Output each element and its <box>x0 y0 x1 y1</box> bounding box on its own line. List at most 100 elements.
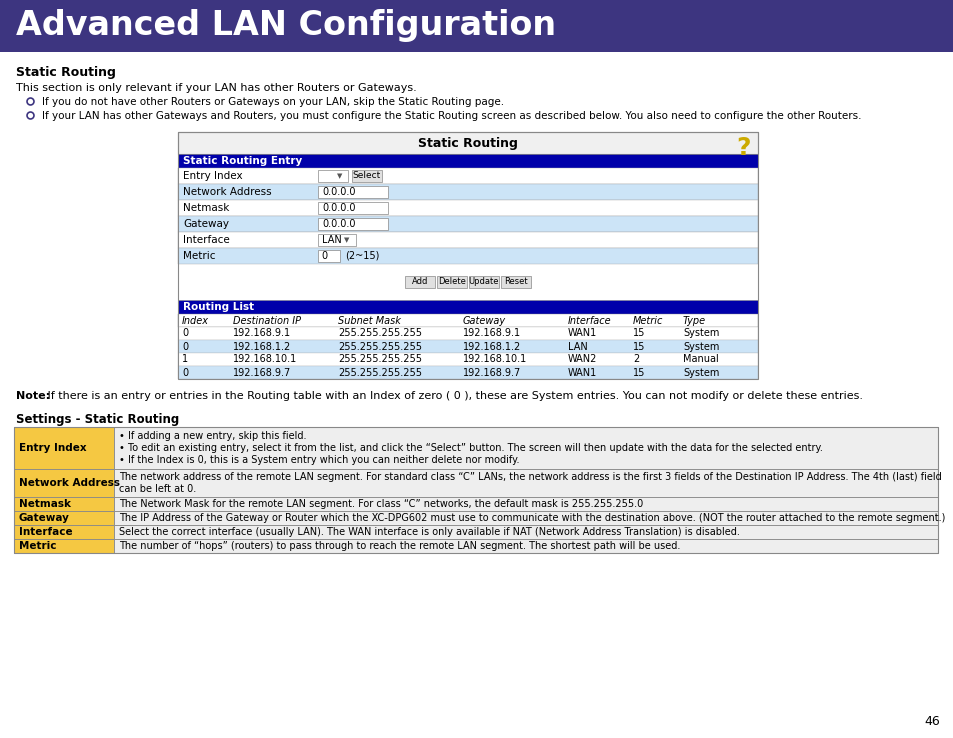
FancyBboxPatch shape <box>317 234 355 246</box>
Text: Gateway: Gateway <box>19 513 70 523</box>
Text: Reset: Reset <box>503 277 527 286</box>
Text: System: System <box>682 342 719 351</box>
FancyBboxPatch shape <box>113 525 937 539</box>
FancyBboxPatch shape <box>178 168 758 184</box>
FancyBboxPatch shape <box>178 154 758 168</box>
Text: Gateway: Gateway <box>462 316 506 325</box>
Text: 192.168.1.2: 192.168.1.2 <box>462 342 520 351</box>
FancyBboxPatch shape <box>14 539 113 553</box>
FancyBboxPatch shape <box>178 353 758 366</box>
Text: (2~15): (2~15) <box>345 251 379 261</box>
Text: Static Routing Entry: Static Routing Entry <box>183 156 302 166</box>
Text: Metric: Metric <box>183 251 215 261</box>
Text: 0: 0 <box>182 368 188 378</box>
FancyBboxPatch shape <box>113 539 937 553</box>
FancyBboxPatch shape <box>178 300 758 314</box>
Text: Network Address: Network Address <box>183 187 272 197</box>
Text: ▼: ▼ <box>344 237 350 243</box>
FancyBboxPatch shape <box>317 170 348 182</box>
FancyBboxPatch shape <box>317 218 388 230</box>
Text: 192.168.9.1: 192.168.9.1 <box>233 328 291 339</box>
Text: Add: Add <box>412 277 428 286</box>
Text: Network Address: Network Address <box>19 478 120 488</box>
Text: 0.0.0.0: 0.0.0.0 <box>322 203 355 213</box>
FancyBboxPatch shape <box>113 469 937 497</box>
FancyBboxPatch shape <box>14 427 113 469</box>
Text: 255.255.255.255: 255.255.255.255 <box>337 342 421 351</box>
Text: The number of “hops” (routers) to pass through to reach the remote LAN segment. : The number of “hops” (routers) to pass t… <box>119 541 679 551</box>
FancyBboxPatch shape <box>178 366 758 379</box>
Text: Interface: Interface <box>567 316 611 325</box>
Text: 0: 0 <box>320 251 327 261</box>
Text: Delete: Delete <box>437 277 465 286</box>
Text: Netmask: Netmask <box>183 203 229 213</box>
Text: 192.168.9.7: 192.168.9.7 <box>233 368 291 378</box>
Text: Entry Index: Entry Index <box>19 443 87 453</box>
FancyBboxPatch shape <box>178 184 758 200</box>
FancyBboxPatch shape <box>0 0 953 52</box>
Text: If your LAN has other Gateways and Routers, you must configure the Static Routin: If your LAN has other Gateways and Route… <box>42 111 861 121</box>
Text: 192.168.9.7: 192.168.9.7 <box>462 368 520 378</box>
FancyBboxPatch shape <box>14 497 113 511</box>
Text: If there is an entry or entries in the Routing table with an Index of zero ( 0 ): If there is an entry or entries in the R… <box>44 391 862 401</box>
FancyBboxPatch shape <box>317 250 339 262</box>
Text: Interface: Interface <box>183 235 230 245</box>
FancyBboxPatch shape <box>469 276 498 288</box>
FancyBboxPatch shape <box>113 497 937 511</box>
Text: Select: Select <box>353 171 381 181</box>
Text: WAN1: WAN1 <box>567 328 597 339</box>
Text: 192.168.10.1: 192.168.10.1 <box>233 354 297 365</box>
FancyBboxPatch shape <box>436 276 467 288</box>
Text: Update: Update <box>468 277 498 286</box>
FancyBboxPatch shape <box>178 314 758 327</box>
Text: 0.0.0.0: 0.0.0.0 <box>322 187 355 197</box>
Text: ▼: ▼ <box>337 173 342 179</box>
FancyBboxPatch shape <box>352 170 381 182</box>
Text: 255.255.255.255: 255.255.255.255 <box>337 354 421 365</box>
FancyBboxPatch shape <box>317 186 388 198</box>
Text: System: System <box>682 368 719 378</box>
Text: 0.0.0.0: 0.0.0.0 <box>322 219 355 229</box>
FancyBboxPatch shape <box>178 200 758 216</box>
Text: 255.255.255.255: 255.255.255.255 <box>337 328 421 339</box>
Text: Static Routing: Static Routing <box>417 137 517 150</box>
Text: 15: 15 <box>633 342 644 351</box>
FancyBboxPatch shape <box>405 276 435 288</box>
Text: The network address of the remote LAN segment. For standard class “C” LANs, the : The network address of the remote LAN se… <box>119 472 941 494</box>
Text: Entry Index: Entry Index <box>183 171 242 181</box>
Text: 15: 15 <box>633 328 644 339</box>
Text: LAN: LAN <box>322 235 341 245</box>
Text: Gateway: Gateway <box>183 219 229 229</box>
Text: Advanced LAN Configuration: Advanced LAN Configuration <box>16 10 556 43</box>
Text: Index: Index <box>182 316 209 325</box>
Text: 0: 0 <box>182 328 188 339</box>
Text: 255.255.255.255: 255.255.255.255 <box>337 368 421 378</box>
FancyBboxPatch shape <box>14 525 113 539</box>
Text: 192.168.1.2: 192.168.1.2 <box>233 342 291 351</box>
Text: Routing List: Routing List <box>183 302 253 312</box>
Text: Destination IP: Destination IP <box>233 316 301 325</box>
FancyBboxPatch shape <box>178 232 758 248</box>
Text: 192.168.10.1: 192.168.10.1 <box>462 354 527 365</box>
FancyBboxPatch shape <box>14 469 113 497</box>
FancyBboxPatch shape <box>500 276 531 288</box>
FancyBboxPatch shape <box>178 132 758 154</box>
Text: The Network Mask for the remote LAN segment. For class “C” networks, the default: The Network Mask for the remote LAN segm… <box>119 499 642 509</box>
Text: • If adding a new entry, skip this field.
• To edit an existing entry, select it: • If adding a new entry, skip this field… <box>119 432 822 465</box>
Text: This section is only relevant if your LAN has other Routers or Gateways.: This section is only relevant if your LA… <box>16 83 416 93</box>
Text: Manual: Manual <box>682 354 718 365</box>
Text: Static Routing: Static Routing <box>16 66 115 79</box>
FancyBboxPatch shape <box>178 216 758 232</box>
FancyBboxPatch shape <box>178 248 758 264</box>
Text: WAN2: WAN2 <box>567 354 597 365</box>
FancyBboxPatch shape <box>113 427 937 469</box>
Text: Interface: Interface <box>19 527 72 537</box>
Text: Settings - Static Routing: Settings - Static Routing <box>16 413 179 426</box>
Text: 2: 2 <box>633 354 639 365</box>
FancyBboxPatch shape <box>14 511 113 525</box>
Text: 0: 0 <box>182 342 188 351</box>
Text: The IP Address of the Gateway or Router which the XC-DPG602 must use to communic: The IP Address of the Gateway or Router … <box>119 513 944 523</box>
Text: Select the correct interface (usually LAN). The WAN interface is only available : Select the correct interface (usually LA… <box>119 527 740 537</box>
FancyBboxPatch shape <box>178 327 758 340</box>
FancyBboxPatch shape <box>178 340 758 353</box>
